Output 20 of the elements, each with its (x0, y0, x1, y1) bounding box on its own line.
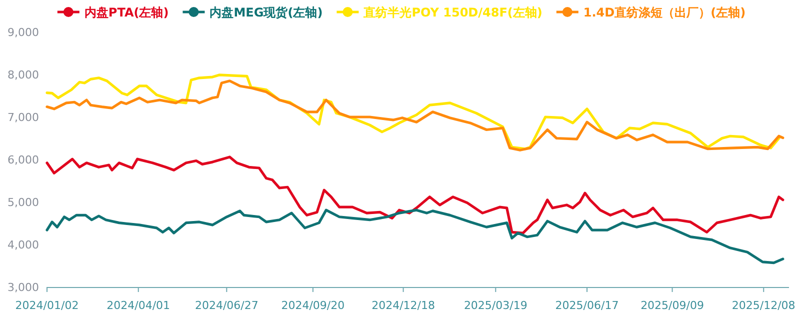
y-tick-label: 4,000 (8, 238, 39, 252)
x-tick-label: 2025/09/09 (640, 299, 704, 312)
y-tick-label: 9,000 (8, 26, 39, 39)
y-tick-label: 3,000 (8, 281, 39, 294)
x-tick-label: 2024/12/18 (372, 299, 435, 312)
legend-label: 直纺半光POY 150D/48F(左轴) (362, 6, 542, 20)
x-tick-label: 2024/04/01 (106, 299, 170, 312)
x-tick-label: 2025/12/08 (732, 299, 796, 312)
legend-label: 内盘PTA(左轴) (84, 6, 169, 20)
x-tick-label: 2025/06/17 (555, 299, 619, 312)
x-tick-label: 2025/03/19 (464, 299, 528, 312)
legend-label: 内盘MEG现货(左轴) (210, 6, 323, 20)
y-tick-label: 5,000 (8, 196, 39, 209)
x-tick-label: 2024/06/27 (194, 299, 258, 312)
legend-label: 1.4D直纺涤短（出厂）(左轴) (583, 6, 746, 20)
y-tick-label: 7,000 (8, 111, 39, 124)
x-tick-label: 2024/09/20 (281, 299, 345, 312)
y-tick-label: 8,000 (8, 68, 39, 82)
x-tick-label: 2024/01/02 (15, 299, 79, 312)
y-tick-label: 6,000 (8, 154, 39, 166)
